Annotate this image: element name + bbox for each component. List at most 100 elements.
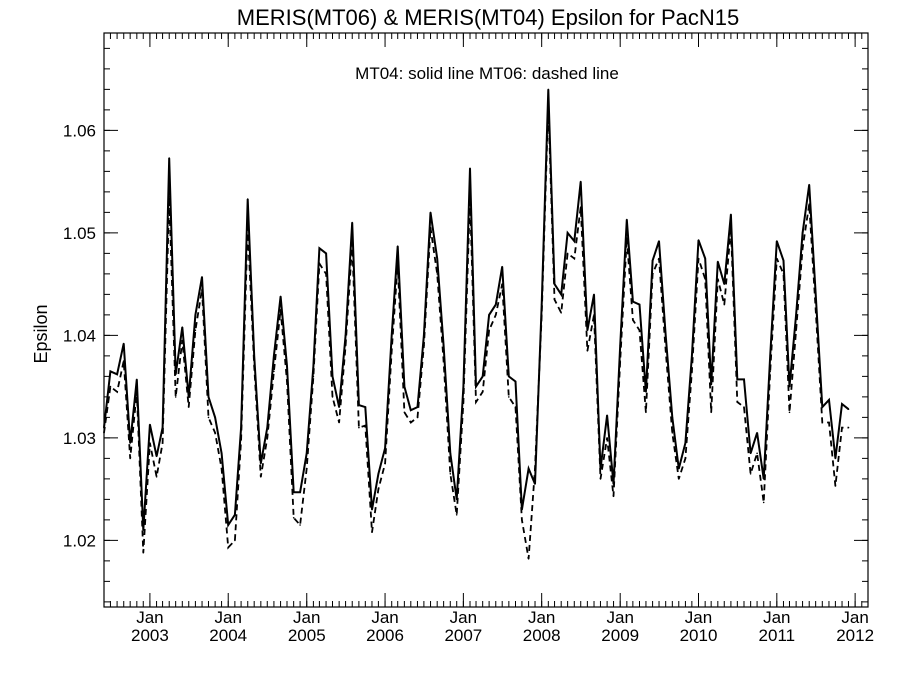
data-point-mt04 bbox=[651, 259, 654, 262]
data-point-mt06 bbox=[560, 312, 562, 314]
data-point-mt04 bbox=[442, 344, 445, 347]
x-tick-year-label: 2006 bbox=[366, 626, 404, 645]
data-point-mt04 bbox=[246, 198, 249, 200]
legend-annotation: MT04: solid line MT06: dashed line bbox=[355, 64, 619, 83]
data-point-mt06 bbox=[495, 314, 497, 316]
data-point-mt04 bbox=[201, 276, 203, 278]
data-point-mt06 bbox=[626, 237, 628, 239]
data-point-mt06 bbox=[194, 329, 197, 332]
data-point-mt06 bbox=[501, 283, 504, 285]
data-point-mt06 bbox=[227, 546, 229, 549]
data-point-mt06 bbox=[396, 262, 399, 265]
data-point-mt06 bbox=[174, 396, 177, 398]
data-point-mt06 bbox=[821, 421, 824, 424]
x-tick-month-label: Jan bbox=[371, 608, 398, 627]
data-point-mt04 bbox=[227, 524, 229, 526]
data-point-mt06 bbox=[834, 485, 837, 487]
data-point-mt04 bbox=[508, 375, 510, 378]
data-point-mt06 bbox=[116, 391, 118, 393]
data-point-mt06 bbox=[606, 437, 608, 439]
data-point-mt04 bbox=[194, 314, 197, 316]
data-point-mt06 bbox=[527, 558, 530, 560]
data-point-mt04 bbox=[560, 293, 562, 296]
data-point-mt06 bbox=[449, 473, 452, 475]
data-point-mt06 bbox=[534, 467, 536, 470]
data-point-mt04 bbox=[220, 452, 223, 455]
data-point-mt06 bbox=[136, 391, 138, 393]
data-point-mt06 bbox=[292, 517, 295, 519]
x-tick-month-label: Jan bbox=[293, 608, 320, 627]
chart-title: MERIS(MT06) & MERIS(MT04) Epsilon for Pa… bbox=[237, 5, 739, 30]
y-tick-label: 1.06 bbox=[63, 121, 96, 140]
data-point-mt06 bbox=[469, 196, 471, 198]
y-tick-label: 1.02 bbox=[63, 531, 96, 550]
data-point-mt04 bbox=[312, 365, 315, 367]
data-point-mt06 bbox=[651, 273, 654, 275]
data-point-mt04 bbox=[325, 252, 327, 255]
data-point-mt06 bbox=[273, 370, 275, 373]
data-point-mt06 bbox=[201, 288, 203, 291]
x-tick-year-label: 2007 bbox=[444, 626, 482, 645]
data-point-mt04 bbox=[678, 467, 680, 470]
data-point-mt04 bbox=[841, 403, 843, 405]
data-point-mt06 bbox=[331, 396, 334, 398]
series-layer bbox=[103, 88, 850, 560]
data-point-mt06 bbox=[808, 203, 810, 205]
data-point-mt04 bbox=[808, 183, 810, 186]
data-point-mt06 bbox=[260, 476, 262, 478]
data-point-mt06 bbox=[801, 247, 804, 249]
data-point-mt04 bbox=[129, 442, 131, 444]
x-tick-month-label: Jan bbox=[606, 608, 633, 627]
data-point-mt04 bbox=[645, 391, 647, 393]
data-point-mt04 bbox=[149, 423, 151, 426]
data-point-mt04 bbox=[371, 508, 373, 511]
data-point-mt04 bbox=[273, 355, 275, 357]
data-point-mt04 bbox=[338, 406, 340, 408]
data-point-mt06 bbox=[717, 278, 719, 280]
data-point-mt06 bbox=[220, 467, 223, 470]
data-point-mt04 bbox=[730, 213, 732, 216]
data-point-mt06 bbox=[364, 424, 367, 427]
data-point-mt04 bbox=[723, 283, 726, 285]
data-point-mt06 bbox=[240, 439, 242, 441]
data-point-mt06 bbox=[664, 350, 667, 352]
data-point-mt06 bbox=[429, 226, 432, 229]
data-point-mt04 bbox=[547, 88, 550, 91]
data-point-mt04 bbox=[214, 416, 216, 419]
data-point-mt06 bbox=[704, 278, 706, 280]
data-point-mt04 bbox=[534, 483, 536, 485]
y-tick-label: 1.05 bbox=[63, 224, 96, 243]
data-point-mt04 bbox=[286, 365, 288, 367]
data-point-mt06 bbox=[129, 457, 131, 460]
data-point-mt04 bbox=[495, 303, 497, 306]
data-point-mt06 bbox=[325, 273, 327, 275]
y-tick-label: 1.03 bbox=[63, 429, 96, 448]
data-point-mt06 bbox=[553, 298, 556, 301]
data-point-mt06 bbox=[142, 551, 145, 554]
data-point-mt06 bbox=[658, 257, 660, 260]
data-point-mt06 bbox=[814, 309, 817, 311]
data-point-mt06 bbox=[246, 226, 249, 229]
data-point-mt04 bbox=[396, 245, 399, 247]
data-point-mt04 bbox=[834, 457, 837, 460]
data-point-mt06 bbox=[168, 196, 170, 198]
data-point-mt04 bbox=[756, 432, 758, 434]
data-point-mt04 bbox=[749, 452, 752, 455]
y-axis-label: Epsilon bbox=[31, 304, 51, 363]
data-point-mt06 bbox=[318, 262, 321, 265]
data-point-mt06 bbox=[214, 432, 216, 434]
series-line-mt06 bbox=[103, 104, 849, 559]
data-point-mt04 bbox=[207, 396, 210, 398]
data-point-mt06 bbox=[678, 478, 680, 480]
data-point-mt06 bbox=[691, 370, 693, 373]
x-tick-month-label: Jan bbox=[841, 608, 868, 627]
data-point-mt06 bbox=[436, 273, 439, 275]
data-point-mt04 bbox=[377, 473, 380, 475]
data-point-mt06 bbox=[338, 421, 340, 424]
data-point-mt06 bbox=[279, 309, 282, 311]
data-point-mt04 bbox=[658, 240, 660, 242]
data-point-mt04 bbox=[429, 211, 432, 214]
data-point-mt04 bbox=[704, 257, 706, 260]
data-point-mt04 bbox=[299, 491, 301, 494]
